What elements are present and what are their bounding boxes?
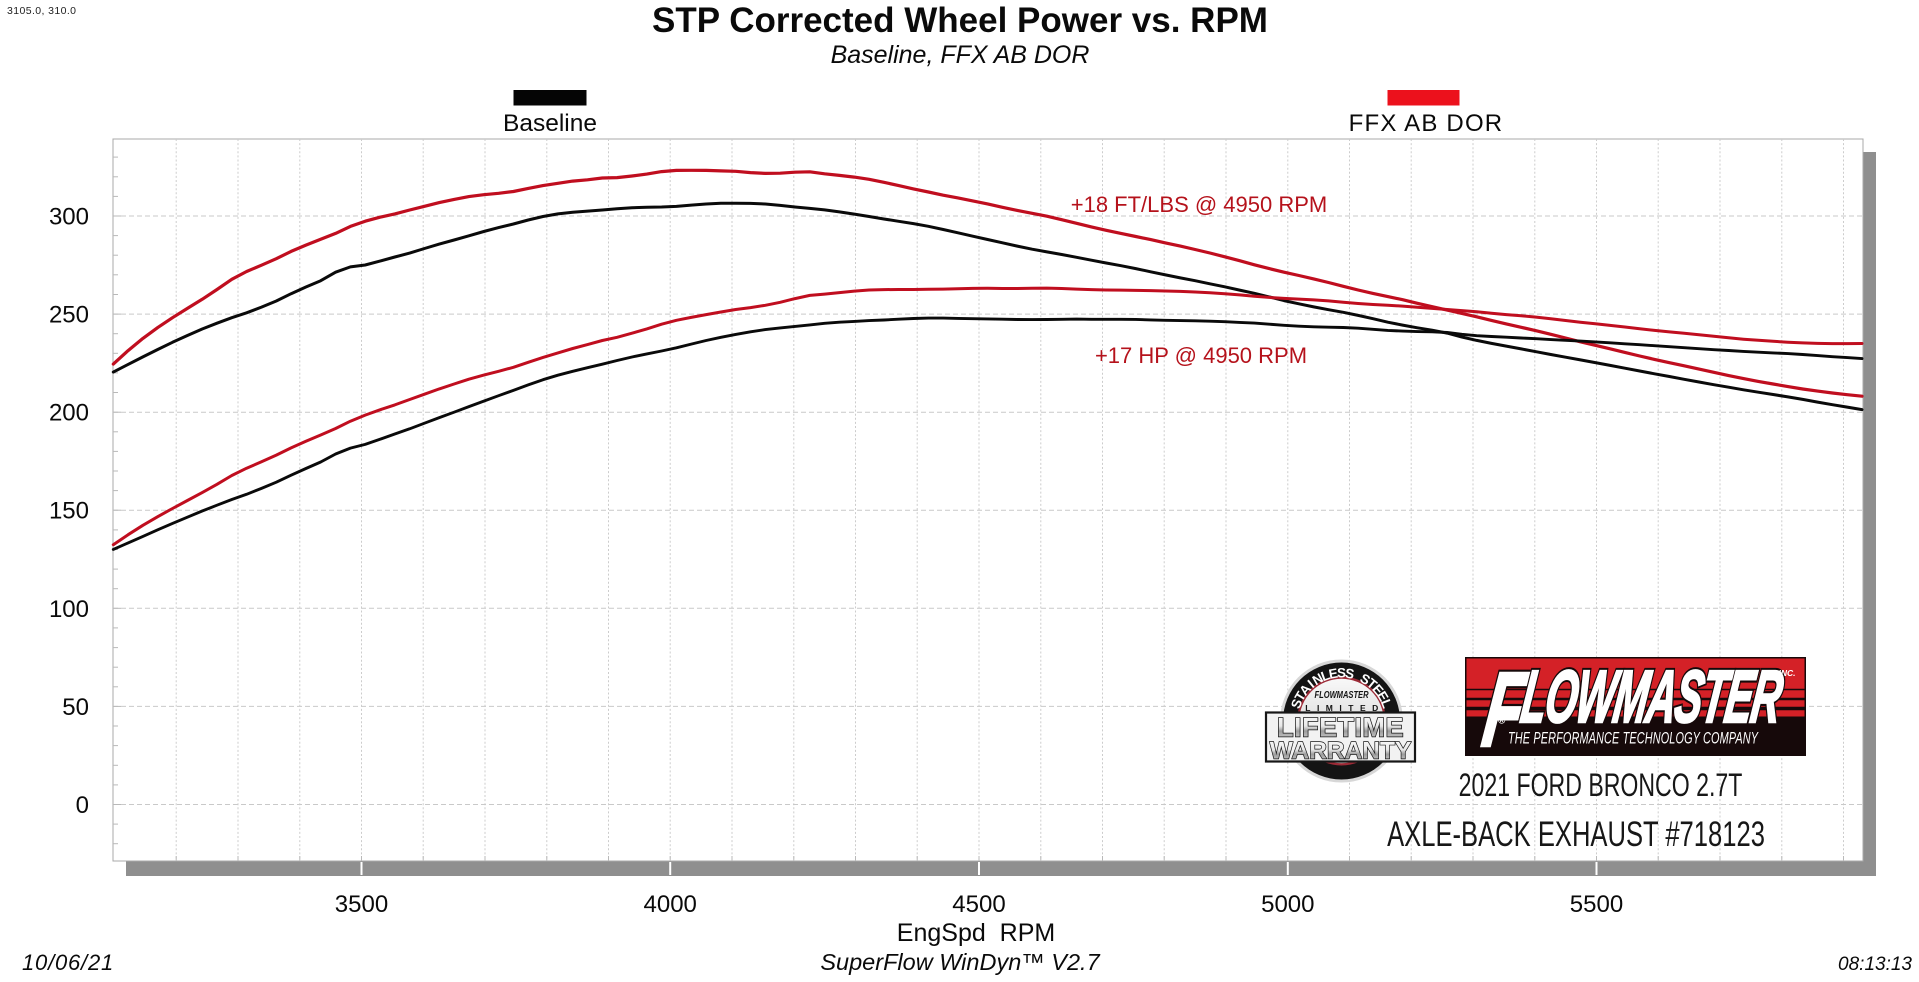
svg-text:Baseline: Baseline <box>503 110 597 137</box>
svg-text:100: 100 <box>49 596 89 623</box>
svg-text:FFX AB DOR: FFX AB DOR <box>1349 110 1504 137</box>
svg-text:LOWMASTER: LOWMASTER <box>1517 654 1788 738</box>
svg-text:WARRANTY: WARRANTY <box>1270 738 1412 765</box>
svg-text:+18 FT/LBS @ 4950 RPM: +18 FT/LBS @ 4950 RPM <box>1071 192 1328 217</box>
svg-text:5500: 5500 <box>1570 891 1623 918</box>
svg-text:®: ® <box>1498 716 1506 727</box>
svg-text:THE PERFORMANCE TECHNOLOGY COM: THE PERFORMANCE TECHNOLOGY COMPANY <box>1508 728 1759 747</box>
svg-text:AXLE-BACK EXHAUST #718123: AXLE-BACK EXHAUST #718123 <box>1387 814 1765 854</box>
svg-text:4000: 4000 <box>644 891 697 918</box>
svg-text:0: 0 <box>76 792 89 819</box>
svg-text:50: 50 <box>62 694 89 721</box>
svg-text:150: 150 <box>49 498 89 525</box>
svg-text:4500: 4500 <box>952 891 1005 918</box>
svg-text:STP Corrected Wheel Power vs.: STP Corrected Wheel Power vs. RPM <box>652 1 1268 40</box>
svg-text:08:13:13: 08:13:13 <box>1838 954 1912 975</box>
svg-text:LIFETIME: LIFETIME <box>1277 713 1404 743</box>
svg-text:LOWMASTER: LOWMASTER <box>1517 654 1788 738</box>
svg-text:Baseline, FFX AB DOR: Baseline, FFX AB DOR <box>831 41 1090 69</box>
svg-text:2021 FORD BRONCO 2.7T: 2021 FORD BRONCO 2.7T <box>1459 766 1743 803</box>
svg-text:3105.0, 310.0: 3105.0, 310.0 <box>7 5 76 17</box>
svg-text:5000: 5000 <box>1261 891 1314 918</box>
svg-text:+17 HP @ 4950 RPM: +17 HP @ 4950 RPM <box>1095 343 1307 368</box>
svg-text:300: 300 <box>49 204 89 231</box>
svg-text:E: E <box>1328 666 1339 682</box>
svg-text:S: S <box>1337 666 1346 681</box>
svg-text:200: 200 <box>49 400 89 427</box>
svg-text:250: 250 <box>49 302 89 329</box>
svg-text:3500: 3500 <box>335 891 388 918</box>
svg-text:SuperFlow WinDyn™ V2.7: SuperFlow WinDyn™ V2.7 <box>820 949 1100 975</box>
svg-text:INC.: INC. <box>1779 668 1796 678</box>
svg-text:FLOWMASTER: FLOWMASTER <box>1314 689 1368 700</box>
svg-text:EngSpd RPM: EngSpd RPM <box>897 919 1055 947</box>
svg-text:10/06/21: 10/06/21 <box>22 950 114 975</box>
svg-text:S: S <box>1344 666 1355 682</box>
svg-text:LIMITED: LIMITED <box>1305 703 1385 713</box>
